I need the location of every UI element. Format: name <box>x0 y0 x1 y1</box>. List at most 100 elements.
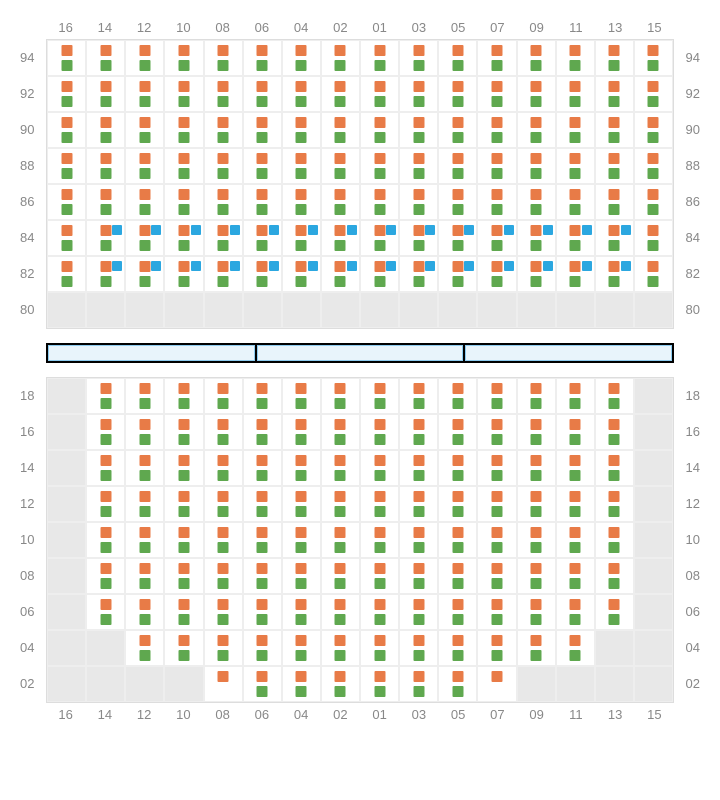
seat-cell[interactable] <box>164 256 203 292</box>
seat-cell[interactable] <box>204 148 243 184</box>
seat-cell[interactable] <box>360 220 399 256</box>
seat-cell[interactable] <box>556 414 595 450</box>
seat-cell[interactable] <box>243 666 282 702</box>
seat-cell[interactable] <box>595 256 634 292</box>
seat-cell[interactable] <box>477 630 516 666</box>
seat-cell[interactable] <box>282 40 321 76</box>
seat-cell[interactable] <box>399 486 438 522</box>
seat-cell[interactable] <box>556 522 595 558</box>
seat-cell[interactable] <box>125 414 164 450</box>
seat-cell[interactable] <box>438 558 477 594</box>
seat-cell[interactable] <box>321 220 360 256</box>
seat-cell[interactable] <box>204 450 243 486</box>
seat-cell[interactable] <box>282 378 321 414</box>
seat-cell[interactable] <box>282 594 321 630</box>
seat-cell[interactable] <box>399 450 438 486</box>
seat-cell[interactable] <box>125 378 164 414</box>
seat-cell[interactable] <box>634 184 673 220</box>
seat-cell[interactable] <box>360 558 399 594</box>
seat-cell[interactable] <box>634 112 673 148</box>
seat-cell[interactable] <box>243 414 282 450</box>
seat-cell[interactable] <box>243 522 282 558</box>
seat-cell[interactable] <box>360 666 399 702</box>
seat-cell[interactable] <box>517 148 556 184</box>
seat-cell[interactable] <box>321 486 360 522</box>
seat-cell[interactable] <box>595 522 634 558</box>
seat-cell[interactable] <box>204 486 243 522</box>
seat-cell[interactable] <box>438 630 477 666</box>
seat-cell[interactable] <box>86 40 125 76</box>
seat-cell[interactable] <box>204 522 243 558</box>
seat-cell[interactable] <box>243 558 282 594</box>
seat-cell[interactable] <box>164 76 203 112</box>
seat-cell[interactable] <box>243 220 282 256</box>
seat-cell[interactable] <box>164 378 203 414</box>
seat-cell[interactable] <box>204 378 243 414</box>
seat-cell[interactable] <box>517 594 556 630</box>
seat-cell[interactable] <box>125 486 164 522</box>
seat-cell[interactable] <box>282 220 321 256</box>
seat-cell[interactable] <box>164 220 203 256</box>
seat-cell[interactable] <box>634 76 673 112</box>
seat-cell[interactable] <box>477 522 516 558</box>
seat-cell[interactable] <box>477 112 516 148</box>
seat-cell[interactable] <box>634 220 673 256</box>
seat-cell[interactable] <box>438 184 477 220</box>
seat-cell[interactable] <box>164 450 203 486</box>
seat-cell[interactable] <box>125 594 164 630</box>
seat-cell[interactable] <box>282 76 321 112</box>
seat-cell[interactable] <box>595 414 634 450</box>
seat-cell[interactable] <box>438 112 477 148</box>
seat-cell[interactable] <box>125 450 164 486</box>
seat-cell[interactable] <box>282 486 321 522</box>
seat-cell[interactable] <box>556 630 595 666</box>
seat-cell[interactable] <box>360 76 399 112</box>
seat-cell[interactable] <box>438 450 477 486</box>
seat-cell[interactable] <box>243 184 282 220</box>
seat-cell[interactable] <box>282 184 321 220</box>
seat-cell[interactable] <box>243 112 282 148</box>
seat-cell[interactable] <box>477 184 516 220</box>
seat-cell[interactable] <box>47 256 86 292</box>
seat-cell[interactable] <box>164 630 203 666</box>
seat-cell[interactable] <box>47 148 86 184</box>
seat-cell[interactable] <box>125 630 164 666</box>
seat-cell[interactable] <box>321 378 360 414</box>
seat-cell[interactable] <box>517 76 556 112</box>
seat-cell[interactable] <box>125 112 164 148</box>
seat-cell[interactable] <box>125 184 164 220</box>
seat-cell[interactable] <box>243 76 282 112</box>
seat-cell[interactable] <box>517 220 556 256</box>
seat-cell[interactable] <box>595 558 634 594</box>
seat-cell[interactable] <box>164 486 203 522</box>
seat-cell[interactable] <box>477 450 516 486</box>
seat-cell[interactable] <box>595 112 634 148</box>
seat-cell[interactable] <box>204 40 243 76</box>
seat-cell[interactable] <box>556 76 595 112</box>
seat-cell[interactable] <box>517 378 556 414</box>
seat-cell[interactable] <box>399 76 438 112</box>
seat-cell[interactable] <box>164 594 203 630</box>
seat-cell[interactable] <box>86 256 125 292</box>
seat-cell[interactable] <box>399 594 438 630</box>
seat-cell[interactable] <box>360 594 399 630</box>
seat-cell[interactable] <box>556 256 595 292</box>
seat-cell[interactable] <box>634 40 673 76</box>
seat-cell[interactable] <box>595 378 634 414</box>
seat-cell[interactable] <box>204 112 243 148</box>
seat-cell[interactable] <box>321 414 360 450</box>
seat-cell[interactable] <box>204 666 243 702</box>
seat-cell[interactable] <box>282 256 321 292</box>
seat-cell[interactable] <box>164 184 203 220</box>
seat-cell[interactable] <box>321 594 360 630</box>
seat-cell[interactable] <box>86 450 125 486</box>
seat-cell[interactable] <box>125 40 164 76</box>
seat-cell[interactable] <box>438 414 477 450</box>
seat-cell[interactable] <box>243 40 282 76</box>
seat-cell[interactable] <box>438 378 477 414</box>
seat-cell[interactable] <box>477 76 516 112</box>
seat-cell[interactable] <box>556 450 595 486</box>
seat-cell[interactable] <box>47 220 86 256</box>
seat-cell[interactable] <box>556 148 595 184</box>
seat-cell[interactable] <box>477 594 516 630</box>
